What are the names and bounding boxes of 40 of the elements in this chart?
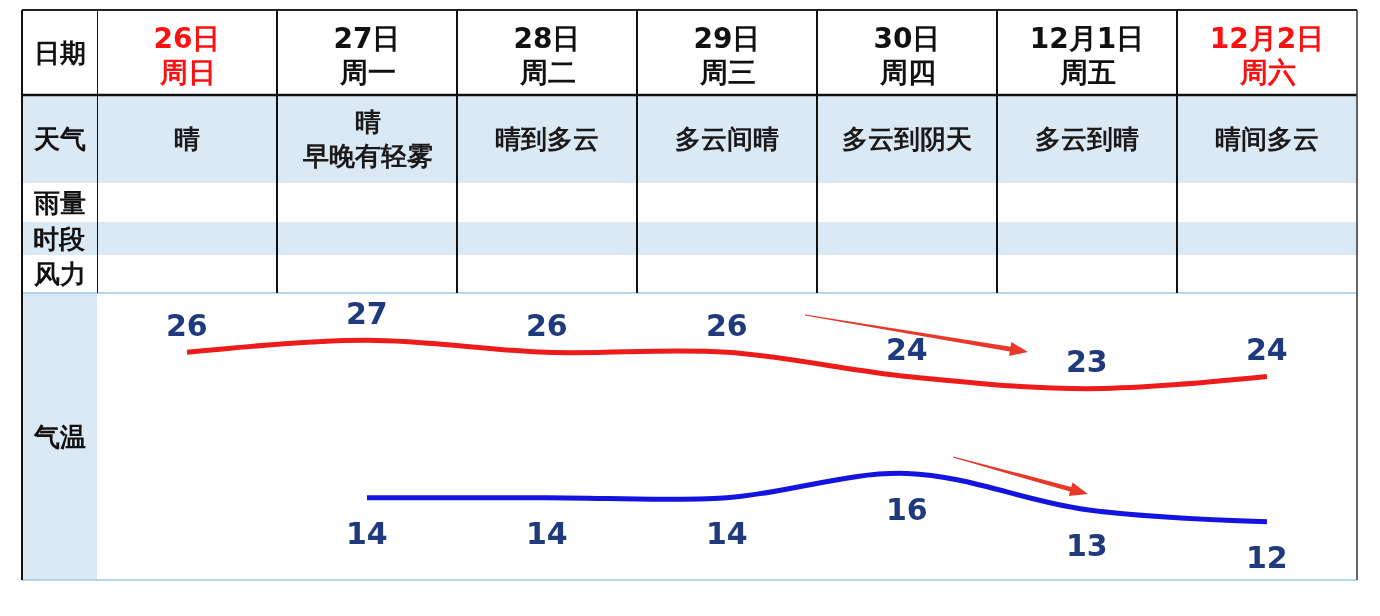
- data-label: 23: [1066, 344, 1108, 379]
- text: 多云到晴: [1035, 124, 1139, 154]
- data-label: 14: [526, 516, 568, 551]
- x-axis-title: 日期: [34, 38, 86, 68]
- x-tick-label: 27日: [333, 22, 401, 56]
- data-label: 26: [166, 308, 208, 343]
- data-label: 24: [886, 332, 928, 367]
- x-tick-label: 30日: [873, 22, 941, 56]
- text: 周五: [1059, 56, 1116, 89]
- data-label: 24: [1246, 332, 1288, 367]
- text: 时段: [33, 224, 86, 254]
- data-label: 12: [1246, 540, 1288, 575]
- text: 周三: [699, 56, 756, 89]
- data-label: 27: [346, 296, 388, 331]
- data-label: 16: [886, 492, 928, 527]
- text: 周一: [339, 56, 396, 89]
- text: 晴早晚有轻雾: [302, 107, 433, 171]
- text: 周日: [159, 56, 216, 89]
- text: 雨量: [33, 188, 86, 218]
- text: 周二: [519, 56, 576, 89]
- x-tick-label: 12月1日: [1029, 22, 1145, 56]
- text: 多云到阴天: [842, 124, 972, 154]
- text: 天气: [33, 124, 86, 154]
- x-tick-label: 26日: [153, 22, 221, 56]
- text: 晴到多云: [495, 124, 599, 154]
- data-label: 26: [526, 308, 568, 343]
- text: 多云间晴: [675, 124, 779, 154]
- text: 晴: [174, 124, 200, 154]
- data-label: 26: [706, 308, 748, 343]
- y-axis-title: 气温: [33, 422, 86, 452]
- text: 周六: [1239, 56, 1296, 89]
- text: 风力: [33, 259, 86, 289]
- data-label: 14: [706, 516, 748, 551]
- data-label: 13: [1066, 528, 1108, 563]
- x-tick-label: 29日: [693, 22, 761, 56]
- text: 周四: [879, 56, 936, 89]
- data-label: 14: [346, 516, 388, 551]
- text: 晴间多云: [1215, 124, 1319, 154]
- x-tick-label: 12月2日: [1209, 22, 1325, 56]
- x-tick-label: 28日: [513, 22, 581, 56]
